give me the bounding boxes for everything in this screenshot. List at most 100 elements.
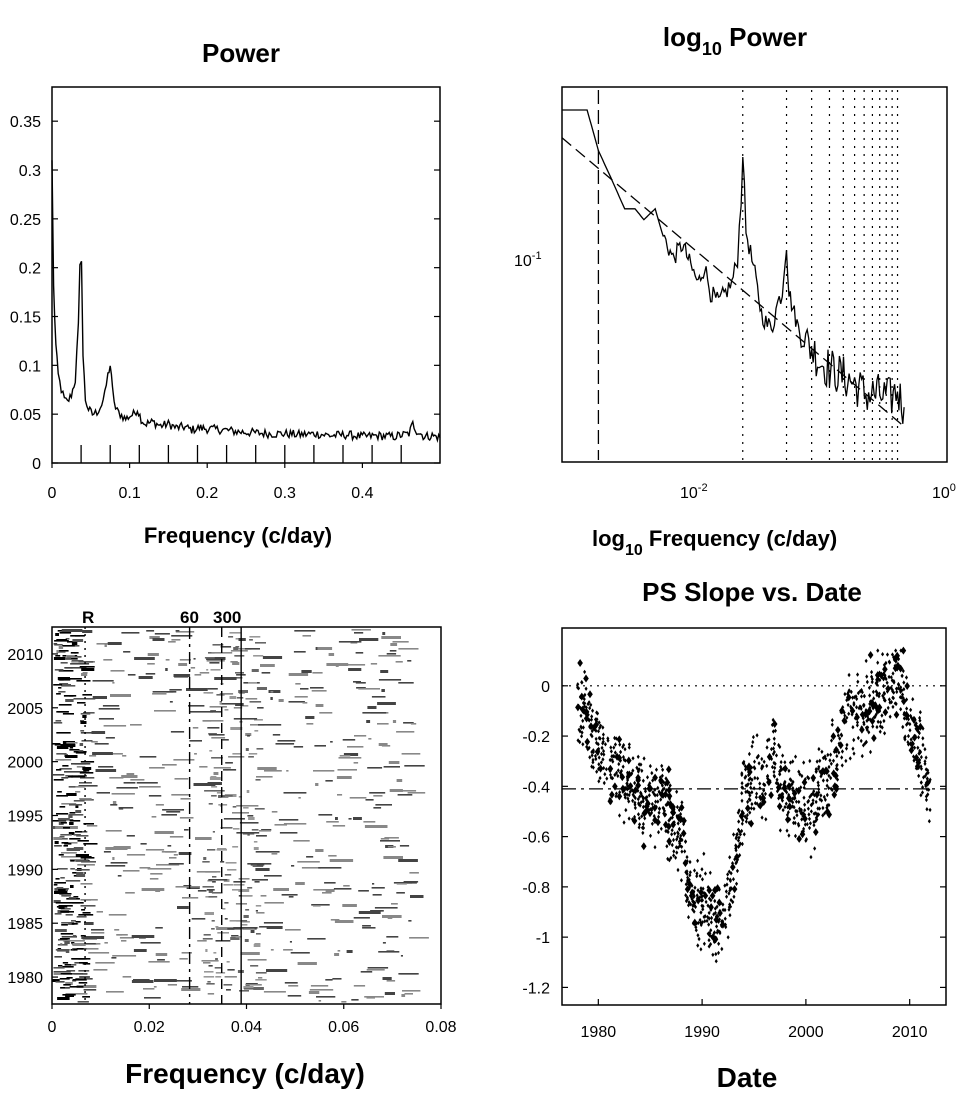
heatmap-cell xyxy=(62,994,76,996)
slope-point xyxy=(594,717,598,722)
heatmap-cell xyxy=(143,988,155,990)
slope-point xyxy=(871,706,875,711)
slope-point xyxy=(813,828,819,837)
slope-point xyxy=(625,774,629,779)
heatmap-cell xyxy=(298,797,301,799)
slope-point xyxy=(590,753,594,758)
heatmap-cell xyxy=(151,816,157,818)
slope-point xyxy=(584,710,588,715)
time-frequency-ytick-label: 1985 xyxy=(7,916,43,933)
slope-point xyxy=(744,819,748,824)
heatmap-cell xyxy=(83,989,97,991)
heatmap-cell xyxy=(168,641,176,643)
slope-point xyxy=(689,888,695,897)
slope-point xyxy=(912,754,916,759)
heatmap-cell xyxy=(81,936,105,939)
slope-point xyxy=(699,910,703,915)
slope-point xyxy=(695,896,701,905)
heatmap-cell xyxy=(140,942,161,944)
heatmap-cell xyxy=(78,785,98,787)
slope-point xyxy=(745,816,749,821)
slope-point xyxy=(633,814,637,820)
slope-point xyxy=(738,812,745,820)
slope-point xyxy=(852,695,856,700)
slope-point xyxy=(750,801,754,807)
heatmap-cell xyxy=(244,648,260,650)
slope-point xyxy=(695,873,699,879)
heatmap-cell xyxy=(306,856,314,858)
slope-point xyxy=(744,783,748,788)
slope-point xyxy=(775,777,779,782)
heatmap-cell xyxy=(110,862,128,864)
heatmap-cell xyxy=(154,633,170,635)
heatmap-cell xyxy=(82,694,92,696)
slope-point xyxy=(820,798,824,803)
heatmap-cell xyxy=(58,670,74,672)
heatmap-cell xyxy=(242,833,255,835)
heatmap-cell xyxy=(325,979,333,981)
heatmap-cell xyxy=(365,799,374,801)
slope-point xyxy=(876,703,883,712)
slope-point xyxy=(609,745,613,750)
log-power-plot-frame xyxy=(561,86,948,463)
slope-point xyxy=(814,799,818,805)
slope-point xyxy=(591,708,595,713)
heatmap-cell xyxy=(264,770,282,772)
heatmap-cell xyxy=(364,996,384,998)
slope-point xyxy=(598,736,602,741)
slope-point xyxy=(816,806,820,811)
slope-point xyxy=(723,907,727,913)
slope-point xyxy=(766,752,773,761)
slope-point xyxy=(901,668,905,674)
slope-point xyxy=(674,845,678,850)
slope-point xyxy=(909,713,913,719)
slope-point xyxy=(695,871,699,876)
heatmap-cell xyxy=(56,732,71,734)
heatmap-cell xyxy=(167,984,177,986)
slope-point xyxy=(579,725,583,730)
heatmap-cell xyxy=(398,973,419,975)
slope-point xyxy=(670,820,676,829)
slope-point xyxy=(894,659,898,664)
heatmap-cell xyxy=(75,791,81,793)
time-frequency-x-label: Frequency (c/day) xyxy=(125,1058,365,1089)
slope-point xyxy=(803,812,807,817)
slope-point xyxy=(787,833,791,838)
heatmap-cell xyxy=(230,937,240,940)
slope-point xyxy=(878,671,885,680)
heatmap-cell xyxy=(197,940,207,942)
heatmap-cell xyxy=(223,769,237,771)
slope-point xyxy=(814,818,818,824)
heatmap-cell xyxy=(173,854,178,856)
heatmap-cell xyxy=(409,937,429,939)
slope-point xyxy=(760,765,764,770)
slope-point xyxy=(787,768,791,773)
heatmap-cell xyxy=(214,790,225,792)
slope-point xyxy=(752,786,756,791)
slope-point xyxy=(924,794,928,799)
heatmap-cell xyxy=(244,939,249,942)
slope-point xyxy=(760,756,764,762)
power-title: Power xyxy=(202,38,280,68)
slope-point xyxy=(666,856,670,862)
slope-point xyxy=(590,749,594,755)
slope-point xyxy=(702,941,706,946)
slope-point xyxy=(874,706,878,711)
slope-point xyxy=(717,887,721,892)
heatmap-cell xyxy=(404,765,425,767)
slope-point xyxy=(627,792,631,798)
slope-point xyxy=(650,808,654,813)
heatmap-cell xyxy=(170,731,185,733)
slope-point xyxy=(836,777,840,782)
slope-point xyxy=(835,763,839,768)
slope-point xyxy=(747,777,751,782)
heatmap-cell xyxy=(173,759,195,761)
heatmap-cell xyxy=(211,892,223,894)
slope-point xyxy=(601,757,605,762)
slope-point xyxy=(580,734,584,739)
heatmap-cell xyxy=(58,939,68,941)
slope-point xyxy=(816,780,820,785)
heatmap-cell xyxy=(61,852,77,854)
slope-point xyxy=(727,891,731,896)
heatmap-cell xyxy=(324,882,336,884)
